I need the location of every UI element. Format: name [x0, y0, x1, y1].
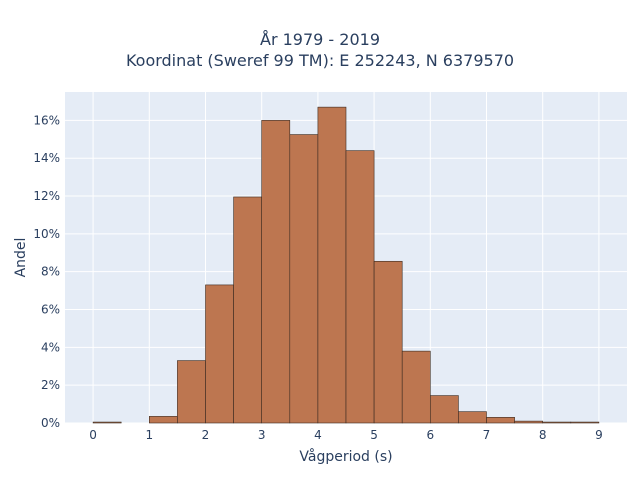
x-tick-label: 2 — [202, 428, 210, 442]
y-tick-label: 14% — [33, 151, 60, 165]
x-tick-label: 3 — [258, 428, 266, 442]
x-tick-label: 6 — [426, 428, 434, 442]
histogram-bar — [570, 421, 600, 424]
histogram-bar — [345, 150, 375, 424]
histogram-bar — [317, 106, 347, 424]
histogram-bar — [542, 421, 572, 424]
y-tick-label: 10% — [33, 227, 60, 241]
x-tick-label: 7 — [483, 428, 491, 442]
x-tick-label: 0 — [89, 428, 97, 442]
x-tick-label: 9 — [595, 428, 603, 442]
x-tick-label: 1 — [145, 428, 153, 442]
histogram-bar — [149, 416, 178, 424]
histogram-bar — [401, 350, 431, 424]
histogram-bar — [514, 420, 543, 424]
histogram-bar — [205, 284, 234, 424]
histogram-bar — [373, 260, 403, 424]
y-tick-label: 8% — [41, 265, 60, 279]
y-axis-title: Andel — [13, 238, 29, 278]
histogram-bar — [261, 120, 291, 424]
histogram-bar — [233, 196, 263, 424]
histogram-bar — [429, 395, 459, 424]
chart-title: År 1979 - 2019 — [260, 30, 380, 49]
histogram-bar — [92, 421, 122, 424]
histogram-bar — [486, 417, 515, 424]
x-tick-label: 5 — [370, 428, 378, 442]
y-tick-label: 6% — [41, 303, 60, 317]
y-tick-label: 16% — [33, 113, 60, 127]
histogram-bar — [289, 134, 319, 424]
y-tick-label: 4% — [41, 340, 60, 354]
y-tick-label: 12% — [33, 189, 60, 203]
x-axis-title: Vågperiod (s) — [299, 448, 392, 465]
x-tick-label: 4 — [314, 428, 322, 442]
histogram-bars — [92, 106, 600, 424]
chart-subtitle: Koordinat (Sweref 99 TM): E 252243, N 63… — [125, 51, 515, 70]
x-tick-label: 8 — [539, 428, 547, 442]
y-tick-label: 2% — [41, 378, 60, 392]
y-axis-ticks: 0% 2% 4% 6% 8% 10% 12% 14% 16% — [33, 113, 60, 430]
x-axis-ticks: 0 1 2 3 4 5 6 7 8 9 — [89, 428, 602, 442]
histogram-bar — [177, 360, 206, 424]
y-tick-label: 0% — [41, 416, 60, 430]
histogram-bar — [458, 411, 487, 424]
